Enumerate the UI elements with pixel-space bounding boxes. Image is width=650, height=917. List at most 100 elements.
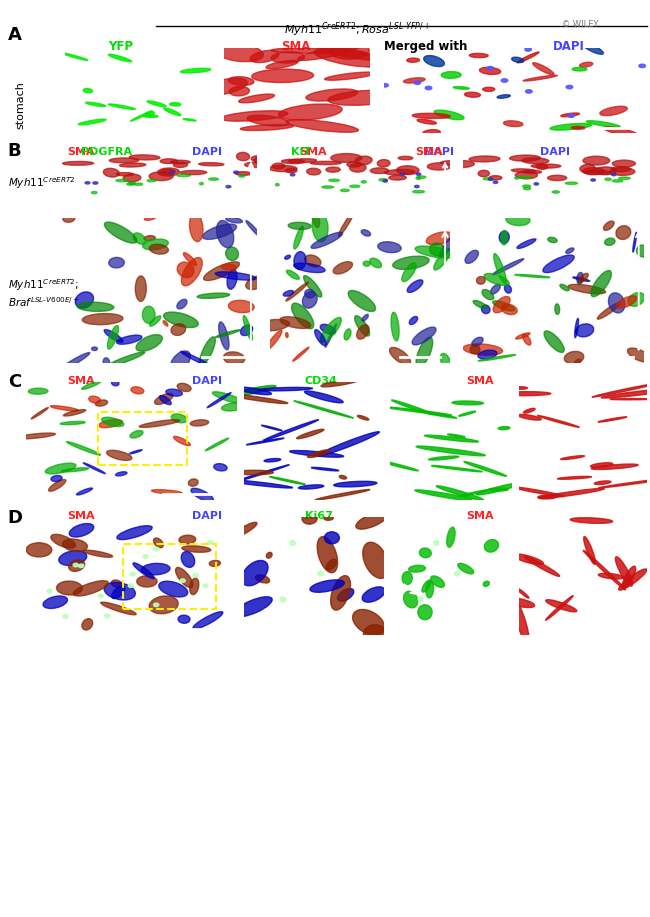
- Text: Ki67: Ki67: [305, 511, 333, 521]
- Ellipse shape: [128, 584, 133, 587]
- Ellipse shape: [144, 236, 155, 240]
- Ellipse shape: [288, 222, 311, 229]
- Ellipse shape: [577, 272, 583, 284]
- Ellipse shape: [226, 217, 242, 223]
- Ellipse shape: [258, 387, 313, 391]
- Ellipse shape: [214, 464, 227, 471]
- Ellipse shape: [331, 153, 362, 162]
- Ellipse shape: [361, 181, 367, 183]
- Ellipse shape: [412, 327, 436, 345]
- Ellipse shape: [523, 171, 541, 173]
- Text: B: B: [8, 142, 21, 160]
- Bar: [98, 412, 187, 465]
- Ellipse shape: [580, 62, 593, 67]
- Ellipse shape: [550, 124, 592, 130]
- Ellipse shape: [604, 238, 615, 246]
- Ellipse shape: [517, 52, 539, 63]
- Ellipse shape: [123, 174, 141, 182]
- Ellipse shape: [171, 414, 187, 423]
- Ellipse shape: [271, 48, 352, 53]
- Ellipse shape: [312, 210, 320, 227]
- Ellipse shape: [315, 490, 370, 500]
- Text: DAPI: DAPI: [192, 511, 222, 521]
- Ellipse shape: [109, 158, 138, 163]
- Ellipse shape: [416, 173, 421, 175]
- Ellipse shape: [112, 586, 125, 599]
- Bar: [124, 544, 216, 609]
- Ellipse shape: [525, 48, 532, 51]
- Ellipse shape: [188, 479, 198, 486]
- Ellipse shape: [326, 559, 337, 570]
- Ellipse shape: [51, 475, 62, 481]
- Ellipse shape: [523, 185, 530, 187]
- Ellipse shape: [610, 168, 635, 175]
- Ellipse shape: [298, 45, 360, 61]
- Text: /: /: [36, 376, 40, 386]
- Ellipse shape: [170, 103, 181, 106]
- Ellipse shape: [216, 220, 234, 248]
- Ellipse shape: [370, 168, 389, 173]
- Ellipse shape: [436, 486, 484, 501]
- Ellipse shape: [221, 111, 288, 121]
- Ellipse shape: [207, 392, 231, 408]
- Ellipse shape: [280, 597, 286, 602]
- Ellipse shape: [478, 355, 516, 361]
- Ellipse shape: [129, 449, 142, 454]
- Text: /: /: [393, 147, 397, 157]
- Ellipse shape: [538, 415, 579, 427]
- Ellipse shape: [570, 518, 612, 524]
- Ellipse shape: [465, 250, 478, 263]
- Ellipse shape: [425, 86, 432, 90]
- Ellipse shape: [183, 118, 196, 121]
- Text: KIT: KIT: [291, 147, 311, 157]
- Ellipse shape: [413, 191, 424, 193]
- Ellipse shape: [352, 610, 385, 635]
- Ellipse shape: [350, 185, 360, 187]
- Ellipse shape: [422, 580, 431, 592]
- Ellipse shape: [62, 539, 88, 551]
- Ellipse shape: [416, 177, 421, 180]
- Ellipse shape: [414, 81, 421, 84]
- Ellipse shape: [116, 335, 142, 344]
- Ellipse shape: [347, 162, 361, 167]
- Ellipse shape: [307, 450, 330, 458]
- Ellipse shape: [505, 598, 535, 608]
- Ellipse shape: [129, 155, 160, 160]
- Ellipse shape: [612, 173, 616, 176]
- Ellipse shape: [228, 77, 254, 85]
- Text: DAPI: DAPI: [192, 376, 222, 386]
- Ellipse shape: [326, 167, 340, 172]
- Ellipse shape: [183, 252, 196, 265]
- Ellipse shape: [497, 94, 510, 98]
- Ellipse shape: [583, 156, 610, 165]
- Ellipse shape: [193, 573, 198, 577]
- Ellipse shape: [170, 160, 190, 164]
- Ellipse shape: [469, 53, 488, 58]
- Ellipse shape: [263, 420, 318, 440]
- Text: SMA: SMA: [67, 147, 95, 157]
- Ellipse shape: [82, 619, 93, 630]
- Ellipse shape: [488, 178, 493, 181]
- Ellipse shape: [285, 255, 291, 260]
- Ellipse shape: [472, 337, 483, 347]
- Ellipse shape: [177, 299, 187, 309]
- Ellipse shape: [504, 121, 523, 127]
- Ellipse shape: [463, 344, 502, 355]
- Ellipse shape: [458, 563, 474, 574]
- Text: /: /: [268, 147, 272, 157]
- Ellipse shape: [142, 306, 155, 324]
- Ellipse shape: [311, 232, 343, 249]
- Ellipse shape: [150, 596, 178, 613]
- Ellipse shape: [191, 488, 213, 502]
- Ellipse shape: [276, 183, 279, 186]
- Ellipse shape: [582, 43, 603, 54]
- Text: /: /: [161, 511, 164, 521]
- Ellipse shape: [47, 590, 52, 592]
- Ellipse shape: [250, 50, 279, 62]
- Ellipse shape: [363, 542, 389, 579]
- Ellipse shape: [402, 263, 416, 282]
- Ellipse shape: [203, 224, 237, 239]
- Ellipse shape: [464, 461, 506, 476]
- Ellipse shape: [181, 258, 202, 286]
- Ellipse shape: [224, 352, 245, 364]
